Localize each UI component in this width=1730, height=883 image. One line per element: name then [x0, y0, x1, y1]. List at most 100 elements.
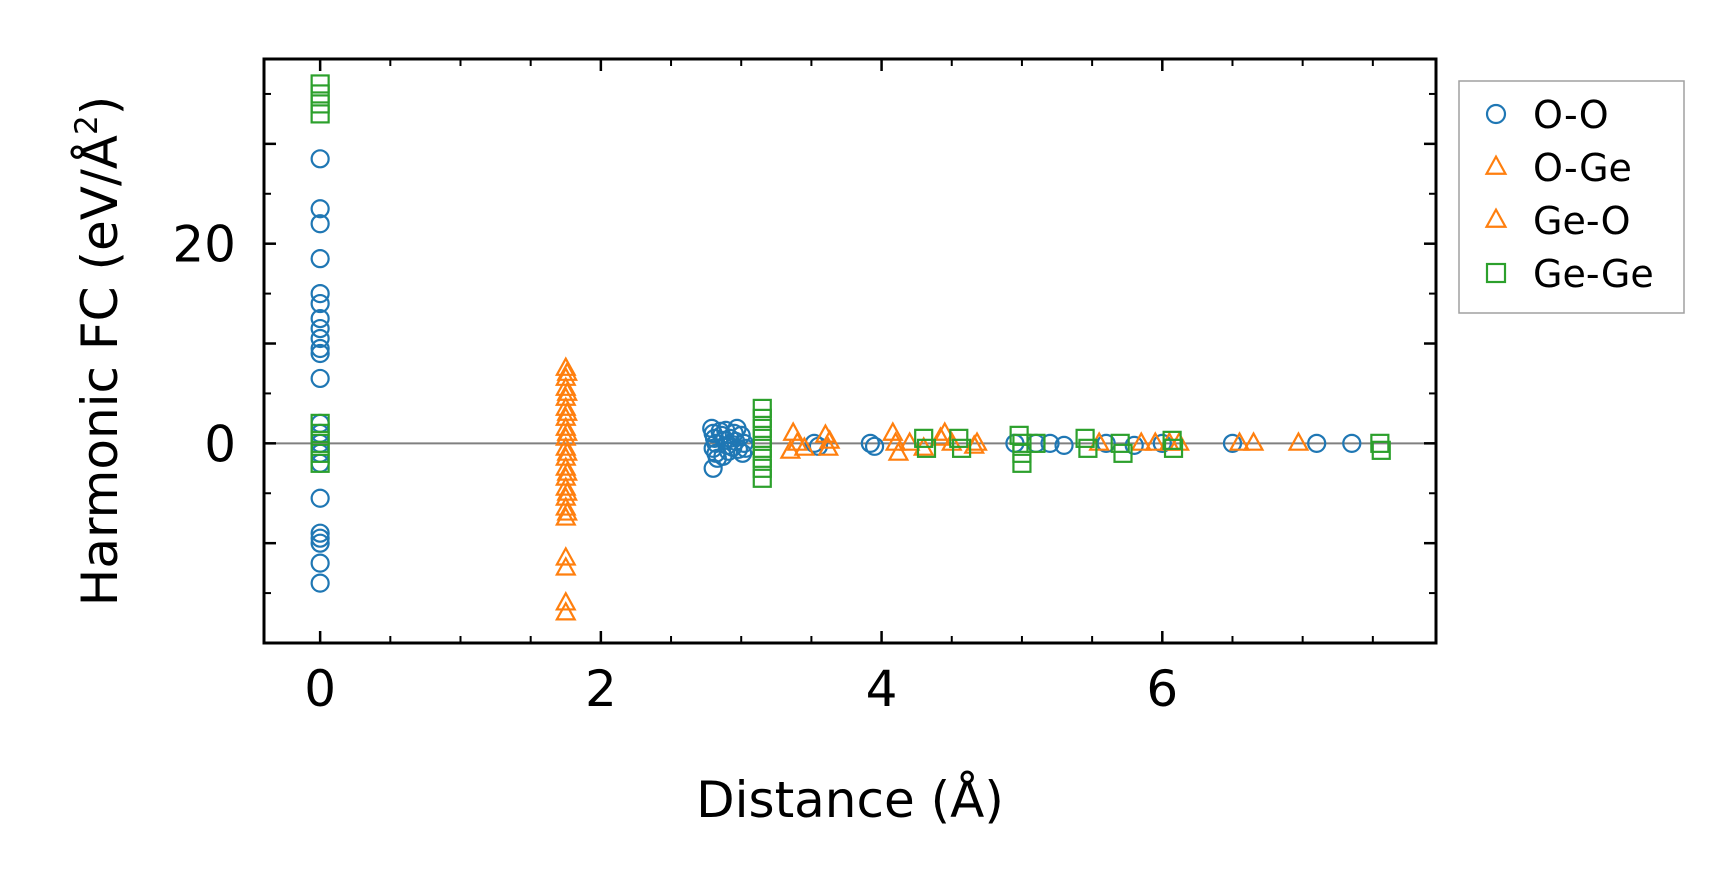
- data-point: [1026, 433, 1046, 453]
- data-point: [1152, 433, 1172, 453]
- data-point: [554, 476, 577, 496]
- data-point: [310, 413, 330, 433]
- data-point: [1144, 431, 1167, 451]
- data-point: [310, 553, 330, 573]
- data-point: [793, 436, 816, 456]
- data-point: [554, 416, 577, 436]
- data-point: [951, 438, 972, 458]
- legend-marker-triangle-icon: [1484, 207, 1508, 228]
- data-point: [887, 441, 910, 461]
- x-tick-label: 0: [304, 660, 336, 718]
- data-point: [310, 488, 330, 508]
- data-point: [1012, 433, 1032, 453]
- data-point: [752, 468, 772, 488]
- data-point: [1242, 431, 1265, 451]
- data-point: [310, 328, 330, 349]
- data-point: [556, 441, 578, 461]
- data-point: [727, 418, 747, 438]
- data-point: [554, 601, 577, 621]
- data-point: [310, 308, 330, 329]
- data-point: [1163, 438, 1184, 458]
- legend-marker-circle-icon: [1485, 103, 1507, 125]
- data-point: [310, 528, 330, 548]
- legend-label: Ge-O: [1533, 199, 1631, 243]
- data-point: [733, 443, 753, 463]
- data-point: [554, 556, 577, 576]
- data-point: [310, 199, 330, 219]
- data-point: [728, 439, 749, 459]
- legend-label: O-O: [1533, 93, 1609, 137]
- data-point: [310, 104, 330, 124]
- legend-marker-triangle-icon: [1484, 154, 1508, 175]
- y-tick-label: 0: [204, 415, 236, 473]
- data-point: [1078, 438, 1098, 458]
- data-point: [310, 94, 330, 114]
- data-point: [310, 368, 330, 389]
- data-point: [554, 396, 577, 416]
- data-point: [310, 214, 330, 234]
- data-point: [1012, 443, 1032, 463]
- y-axis-label-superscript: 2: [69, 115, 105, 135]
- data-point: [1054, 435, 1074, 455]
- data-point: [949, 428, 969, 448]
- data-point: [1287, 431, 1310, 451]
- data-point: [1370, 433, 1390, 453]
- data-point: [310, 249, 330, 269]
- y-axis-label-group: Harmonic FC (eV/Å2): [69, 96, 129, 607]
- data-point: [1307, 433, 1327, 453]
- data-point: [310, 533, 330, 553]
- data-point: [556, 361, 578, 381]
- data-point: [310, 423, 330, 443]
- data-point: [1075, 428, 1095, 448]
- data-point: [556, 381, 578, 401]
- data-point: [310, 453, 330, 473]
- data-point: [1228, 431, 1251, 451]
- data-point: [1110, 433, 1130, 453]
- data-point: [554, 456, 577, 476]
- x-tick-label: 6: [1146, 660, 1178, 718]
- data-point: [556, 461, 578, 481]
- data-point: [310, 573, 330, 593]
- data-point: [310, 283, 330, 304]
- legend-entry: O-O: [1485, 93, 1609, 137]
- legend: O-O O-Ge Ge-O Ge-Ge: [1458, 80, 1685, 314]
- x-axis-label: Distance (Å): [696, 771, 1004, 829]
- data-point: [554, 376, 577, 396]
- data-point: [1130, 431, 1153, 451]
- data-point: [310, 433, 330, 453]
- legend-label: Ge-Ge: [1533, 252, 1654, 296]
- data-point: [310, 293, 330, 314]
- data-point: [554, 496, 577, 516]
- data-point: [703, 458, 723, 478]
- x-tick-label: 2: [585, 660, 617, 718]
- data-point: [310, 443, 330, 463]
- legend-entry: Ge-O: [1484, 199, 1631, 243]
- data-point: [310, 523, 330, 543]
- legend-entry: Ge-Ge: [1485, 252, 1654, 296]
- legend-entry: O-Ge: [1484, 146, 1632, 190]
- legend-frame: [1458, 80, 1685, 314]
- data-point: [1342, 433, 1362, 453]
- data-point: [752, 428, 772, 448]
- data-point: [752, 438, 772, 458]
- data-point: [554, 591, 577, 611]
- data-point: [310, 318, 330, 339]
- y-axis-label-tail: ): [71, 96, 129, 116]
- data-point: [556, 481, 578, 501]
- legend-label: O-Ge: [1533, 146, 1632, 190]
- data-point: [310, 74, 330, 94]
- data-point: [1012, 453, 1032, 473]
- data-point: [310, 84, 330, 104]
- data-point: [556, 421, 578, 441]
- data-point: [310, 343, 330, 364]
- data-point: [1040, 433, 1060, 453]
- tick-labels: 0 2 4 6 0 20: [172, 216, 1178, 718]
- data-points: [310, 74, 1391, 621]
- data-point: [752, 398, 772, 419]
- data-point: [929, 426, 952, 446]
- data-point: [1371, 440, 1391, 460]
- series-O-Ge: [554, 356, 1310, 621]
- data-point: [554, 506, 577, 526]
